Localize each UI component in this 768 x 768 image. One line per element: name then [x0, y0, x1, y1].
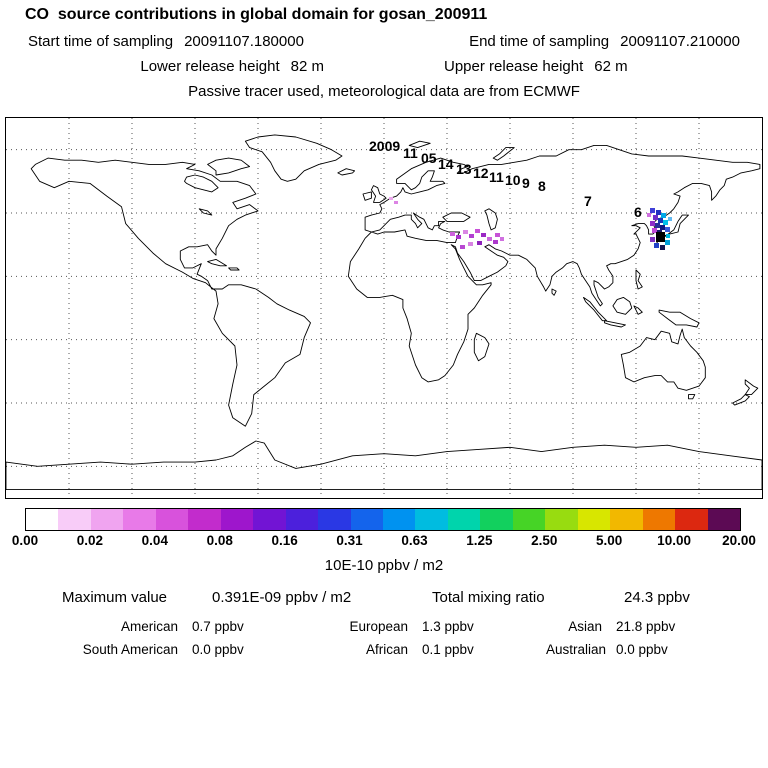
upper-height-label: Upper release height	[444, 58, 584, 75]
start-time-pair: Start time of sampling 20091107.180000	[28, 33, 304, 50]
upper-height-value: 62 m	[594, 58, 628, 75]
region-name: South American	[82, 642, 178, 657]
colorbar-cell	[155, 509, 189, 530]
svg-text:7: 7	[584, 193, 592, 209]
colorbar-cell	[577, 509, 611, 530]
max-value: 0.391E-09 ppbv / m2	[212, 589, 352, 606]
map-gridlines	[6, 118, 762, 498]
colorbar-cell	[123, 509, 156, 530]
colorbar-cell	[480, 509, 513, 530]
svg-text:14: 14	[438, 156, 454, 172]
region-contributions: American 0.7 ppbv European 1.3 ppbv Asia…	[20, 615, 726, 661]
colorbar-tick: 20.00	[722, 533, 756, 548]
svg-text:9: 9	[522, 175, 530, 191]
start-time-label: Start time of sampling	[28, 33, 174, 50]
colorbar-tick: 0.02	[76, 533, 104, 548]
colorbar-cell	[220, 509, 254, 530]
region-name: Asian	[568, 619, 602, 634]
colorbar-tick: 0.00	[11, 533, 39, 548]
colorbar-cell	[318, 509, 351, 530]
colorbar-tick: 0.08	[206, 533, 233, 548]
end-time-value: 20091107.210000	[620, 33, 740, 50]
upper-height-pair: Upper release height 62 m	[444, 58, 628, 75]
end-time-label: End time of sampling	[469, 33, 610, 50]
region-value: 0.7 ppbv	[192, 619, 244, 634]
colorbar-tick-labels: 0.00 0.02 0.04 0.08 0.16 0.31 0.63 1.25 2.50 5.00…	[12, 533, 756, 550]
svg-text:10: 10	[505, 172, 521, 188]
colorbar-cell	[545, 509, 578, 530]
region-value: 0.0 ppbv	[616, 642, 668, 657]
svg-text:2009: 2009	[369, 138, 400, 154]
world-map: 2009 11 05 14 13 12 11 10 9 8 7 6	[5, 117, 763, 499]
svg-text:05: 05	[421, 150, 437, 166]
colorbar-cell	[610, 509, 643, 530]
svg-text:13: 13	[456, 161, 472, 177]
colorbar	[25, 508, 741, 531]
region-name: American	[120, 619, 178, 634]
tracer-note-line: Passive tracer used, meteorological data…	[0, 83, 768, 100]
region-name: African	[365, 642, 408, 657]
colorbar-cell	[382, 509, 416, 530]
end-time-pair: End time of sampling 20091107.210000	[469, 33, 740, 50]
colorbar-tick: 0.31	[336, 533, 363, 548]
svg-text:6: 6	[634, 204, 642, 220]
lower-height-label: Lower release height	[140, 58, 280, 75]
total-mixing-ratio-value: 24.3 ppbv	[624, 589, 690, 606]
summary-line: Maximum value 0.391E-09 ppbv / m2 Total …	[0, 589, 768, 609]
colorbar-tick: 5.00	[596, 533, 623, 548]
region-value: 0.0 ppbv	[192, 642, 244, 657]
svg-text:11: 11	[489, 169, 504, 185]
colorbar-cell	[188, 509, 221, 530]
colorbar-cell	[285, 509, 319, 530]
colorbar-cell	[415, 509, 448, 530]
start-time-value: 20091107.180000	[184, 33, 304, 50]
colorbar-tick: 2.50	[531, 533, 558, 548]
plume-cells	[389, 197, 672, 250]
colorbar-cell	[90, 509, 124, 530]
svg-text:11: 11	[403, 145, 418, 161]
tracer-note: Passive tracer used, meteorological data…	[188, 83, 580, 100]
colorbar-unit: 10E-10 ppbv / m2	[324, 557, 444, 574]
colorbar-tick: 10.00	[657, 533, 691, 548]
release-height-line: Lower release height 82 m Upper release …	[0, 58, 768, 75]
sampling-time-line: Start time of sampling 20091107.180000 E…	[28, 33, 740, 50]
world-map-svg: 2009 11 05 14 13 12 11 10 9 876	[6, 118, 762, 498]
region-value: 0.1 ppbv	[422, 642, 474, 657]
lower-height-value: 82 m	[290, 58, 324, 75]
colorbar-cell	[26, 509, 59, 530]
colorbar-tick: 0.63	[401, 533, 428, 548]
trajectory-date-labels: 2009 11 05 14 13 12 11 10 9 876	[369, 138, 642, 220]
colorbar-cell	[350, 509, 383, 530]
region-value: 1.3 ppbv	[422, 619, 474, 634]
colorbar-cell	[642, 509, 676, 530]
colorbar-cell	[58, 509, 91, 530]
colorbar-cell	[675, 509, 708, 530]
svg-text:12: 12	[473, 165, 489, 181]
svg-text:8: 8	[538, 178, 546, 194]
colorbar-tick: 0.16	[271, 533, 298, 548]
region-value: 21.8 ppbv	[616, 619, 676, 634]
colorbar-cell	[253, 509, 286, 530]
plot-title: CO source contributions in global domain…	[25, 6, 488, 23]
colorbar-tick: 0.04	[141, 533, 168, 548]
max-value-label: Maximum value	[62, 589, 168, 606]
colorbar-cell	[707, 509, 740, 530]
region-name: Australian	[546, 642, 607, 657]
colorbar-cell	[512, 509, 546, 530]
total-mixing-ratio-label: Total mixing ratio	[432, 589, 545, 606]
lower-height-pair: Lower release height 82 m	[140, 58, 324, 75]
region-name: European	[349, 619, 408, 634]
colorbar-cell	[447, 509, 481, 530]
colorbar-tick: 1.25	[466, 533, 493, 548]
